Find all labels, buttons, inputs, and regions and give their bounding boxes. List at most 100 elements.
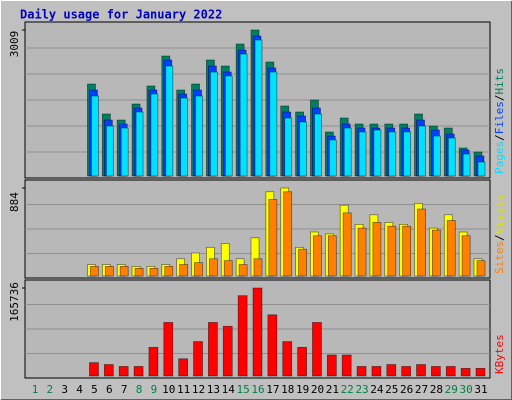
- x-tick-label: 3: [61, 383, 68, 396]
- x-tick-label: 5: [91, 383, 98, 396]
- bar: [150, 93, 159, 177]
- bar: [401, 366, 412, 377]
- bar: [194, 262, 203, 277]
- x-tick-label: 29: [445, 383, 458, 396]
- bar: [89, 362, 99, 377]
- bar: [462, 153, 471, 177]
- bar: [238, 264, 248, 277]
- bar: [447, 137, 456, 177]
- legend-entry: KBytes: [493, 334, 506, 374]
- y-tick-label: 165736: [8, 282, 21, 322]
- bar: [373, 129, 382, 177]
- bar: [237, 295, 248, 377]
- bar: [252, 287, 263, 377]
- bar: [328, 139, 337, 177]
- bar: [403, 131, 412, 177]
- bar: [148, 346, 159, 377]
- x-tick-label: 22: [341, 383, 354, 396]
- bar: [134, 267, 144, 277]
- bar: [104, 266, 114, 277]
- bar: [342, 212, 352, 277]
- bar: [388, 131, 397, 177]
- legend: KBytes: [493, 334, 506, 374]
- bar: [283, 191, 293, 277]
- bar: [133, 366, 144, 377]
- bar: [460, 367, 471, 377]
- bar: [417, 208, 426, 277]
- bar: [239, 53, 248, 177]
- bar: [372, 222, 382, 277]
- bar: [386, 364, 397, 377]
- bar: [224, 75, 233, 177]
- bar: [297, 346, 307, 377]
- legend-separator: /: [493, 134, 506, 141]
- x-tick-label: 10: [162, 383, 175, 396]
- x-tick-label: 13: [207, 383, 220, 396]
- x-tick-label: 25: [385, 383, 398, 396]
- bar: [163, 322, 174, 377]
- bar: [312, 322, 322, 377]
- x-tick-label: 21: [326, 383, 339, 396]
- bar: [431, 366, 441, 377]
- bar: [178, 358, 189, 377]
- x-tick-label: 17: [266, 383, 279, 396]
- bar: [446, 220, 456, 277]
- bar: [358, 131, 367, 177]
- legend-entry: Sites: [493, 241, 506, 274]
- bar: [475, 367, 486, 377]
- bar: [165, 65, 174, 177]
- x-tick-label: 11: [177, 383, 190, 396]
- x-tick-label: 16: [251, 383, 264, 396]
- x-tick-label: 1: [32, 383, 39, 396]
- x-tick-label: 7: [121, 383, 128, 396]
- x-tick-label: 30: [460, 383, 473, 396]
- bar: [210, 71, 218, 177]
- chart-title: Daily usage for January 2022: [20, 8, 222, 22]
- bar: [371, 366, 382, 377]
- bar: [341, 354, 352, 377]
- bar: [105, 125, 114, 177]
- x-tick-label: 28: [430, 383, 443, 396]
- bar: [149, 267, 159, 277]
- x-tick-label: 24: [370, 383, 384, 396]
- bar: [476, 260, 486, 277]
- bar: [179, 264, 189, 277]
- x-tick-label: 23: [355, 383, 368, 396]
- bar: [269, 71, 278, 177]
- bar: [135, 111, 144, 177]
- x-tick-label: 19: [296, 383, 309, 396]
- bar: [118, 366, 129, 377]
- bar: [477, 161, 486, 177]
- bar: [103, 364, 114, 377]
- x-tick-label: 18: [281, 383, 294, 396]
- bar: [223, 260, 233, 277]
- x-tick-label: 31: [474, 383, 487, 396]
- legend: Sites/Visits: [493, 195, 506, 275]
- bar: [91, 95, 99, 177]
- legend-entry: Files: [493, 101, 506, 134]
- bar: [402, 225, 412, 277]
- x-tick-label: 6: [106, 383, 113, 396]
- bar: [284, 117, 293, 177]
- bar: [418, 125, 426, 177]
- bar: [461, 235, 471, 277]
- x-tick-label: 26: [400, 383, 413, 396]
- bar: [268, 199, 278, 277]
- bar: [299, 121, 307, 177]
- legend-entry: Visits: [493, 195, 506, 235]
- x-tick-label: 12: [192, 383, 205, 396]
- y-tick-label: 3009: [8, 31, 21, 58]
- bar: [180, 97, 189, 177]
- legend-separator: /: [493, 234, 506, 241]
- legend-entry: Pages: [493, 141, 506, 174]
- x-tick-label: 14: [222, 383, 236, 396]
- bar: [195, 95, 203, 177]
- bar: [445, 366, 456, 377]
- bar: [387, 225, 397, 277]
- bar: [343, 127, 352, 177]
- bar: [356, 366, 367, 377]
- bar: [298, 248, 307, 277]
- bar: [326, 354, 337, 377]
- x-tick-label: 9: [151, 383, 158, 396]
